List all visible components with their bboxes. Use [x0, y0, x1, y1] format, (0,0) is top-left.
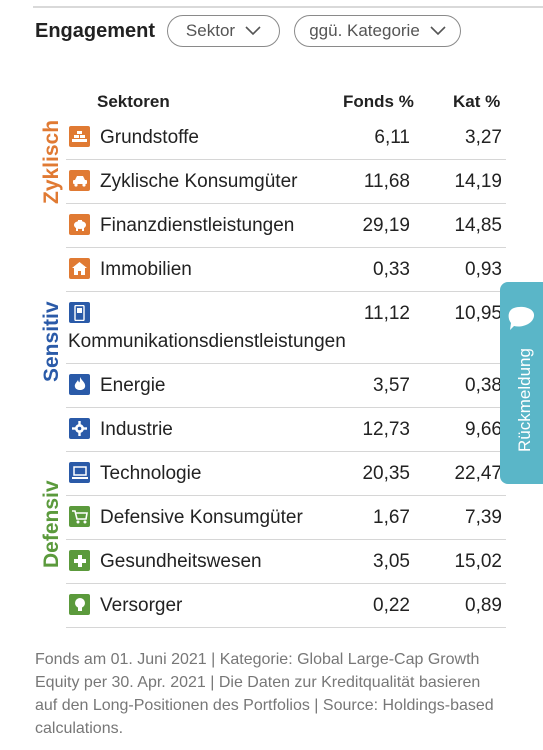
fonds-value: 1,67: [373, 507, 410, 528]
speech-bubble-icon: [508, 306, 535, 330]
fonds-value: 11,68: [363, 171, 410, 192]
sector-label: Energie: [100, 375, 166, 396]
table-row: Kommunikationsdienstleistungen 11,12 10,…: [66, 291, 506, 364]
group-label-defensiv: Defensiv: [40, 480, 63, 568]
table-row: Versorger 0,22 0,89: [66, 583, 506, 628]
chevron-down-icon: [245, 21, 261, 41]
table-row: Energie 3,57 0,38: [66, 363, 506, 408]
house-icon: [69, 258, 90, 279]
table-row: Immobilien 0,33 0,93: [66, 247, 506, 292]
fonds-value: 6,11: [374, 127, 410, 148]
group-label-zyklisch: Zyklisch: [40, 119, 63, 204]
kat-value: 14,85: [454, 215, 502, 236]
medical-cross-icon: [69, 550, 90, 571]
fonds-value: 20,35: [362, 463, 410, 484]
fonds-value: 29,19: [362, 215, 410, 236]
lightbulb-icon: [69, 594, 90, 615]
category-dropdown[interactable]: ggü. Kategorie: [294, 15, 461, 47]
bricks-icon: [69, 126, 90, 147]
sector-label: Gesundheitswesen: [100, 551, 262, 572]
sector-label: Versorger: [100, 595, 183, 616]
kat-value: 0,89: [465, 595, 502, 616]
kat-value: 7,39: [465, 507, 502, 528]
top-divider: [33, 6, 543, 8]
chevron-down-icon: [430, 21, 446, 41]
computer-icon: [69, 462, 90, 483]
fonds-value: 12,73: [362, 419, 410, 440]
table-row: Defensive Konsumgüter 1,67 7,39: [66, 495, 506, 540]
piggy-bank-icon: [69, 214, 90, 235]
kat-value: 15,02: [454, 551, 502, 572]
gear-icon: [69, 418, 90, 439]
kat-value: 0,93: [465, 259, 502, 280]
cart-icon: [69, 506, 90, 527]
kat-value: 10,95: [454, 303, 502, 324]
fonds-value: 11,12: [363, 303, 410, 324]
table-row: Finanzdienstleistungen 29,19 14,85: [66, 203, 506, 248]
flame-icon: [69, 374, 90, 395]
kat-value: 0,38: [465, 375, 502, 396]
fonds-value: 0,33: [373, 259, 410, 280]
sector-label: Industrie: [100, 419, 173, 440]
group-label-sensitiv: Sensitiv: [40, 301, 63, 382]
footnote: Fonds am 01. Juni 2021 | Kategorie: Glob…: [35, 651, 494, 737]
sector-label: Immobilien: [100, 259, 192, 280]
table-row: Gesundheitswesen 3,05 15,02: [66, 539, 506, 584]
sector-label: Zyklische Konsumgüter: [100, 171, 298, 192]
kat-value: 14,19: [454, 171, 502, 192]
column-header-kat: Kat %: [453, 92, 501, 111]
kat-value: 3,27: [465, 127, 502, 148]
column-header-sector: Sektoren: [97, 92, 170, 111]
table-row: Industrie 12,73 9,66: [66, 407, 506, 452]
kat-value: 9,66: [465, 419, 502, 440]
kat-value: 22,47: [454, 463, 502, 484]
sector-label: Defensive Konsumgüter: [100, 507, 303, 528]
fonds-value: 3,05: [373, 551, 410, 572]
table-row: Zyklische Konsumgüter 11,68 14,19: [66, 159, 506, 204]
column-header-fonds: Fonds %: [343, 92, 414, 111]
car-icon: [69, 170, 90, 191]
fonds-value: 3,57: [373, 375, 410, 396]
feedback-tab[interactable]: Rückmeldung: [500, 282, 543, 484]
sector-label: Technologie: [100, 463, 202, 484]
feedback-label: Rückmeldung: [515, 348, 534, 452]
table-row: Technologie 20,35 22,47: [66, 451, 506, 496]
sector-label: Grundstoffe: [100, 127, 199, 148]
sector-label: Kommunikationsdienstleistungen: [68, 331, 346, 352]
fonds-value: 0,22: [373, 595, 410, 616]
phone-icon: [69, 302, 90, 323]
sector-label: Finanzdienstleistungen: [100, 215, 295, 236]
section-title: Engagement: [35, 20, 156, 42]
table-row: Grundstoffe 6,11 3,27: [66, 115, 506, 160]
category-dropdown-label: ggü. Kategorie: [309, 21, 420, 40]
sector-dropdown-label: Sektor: [185, 21, 236, 40]
sector-dropdown[interactable]: Sektor: [167, 15, 280, 47]
